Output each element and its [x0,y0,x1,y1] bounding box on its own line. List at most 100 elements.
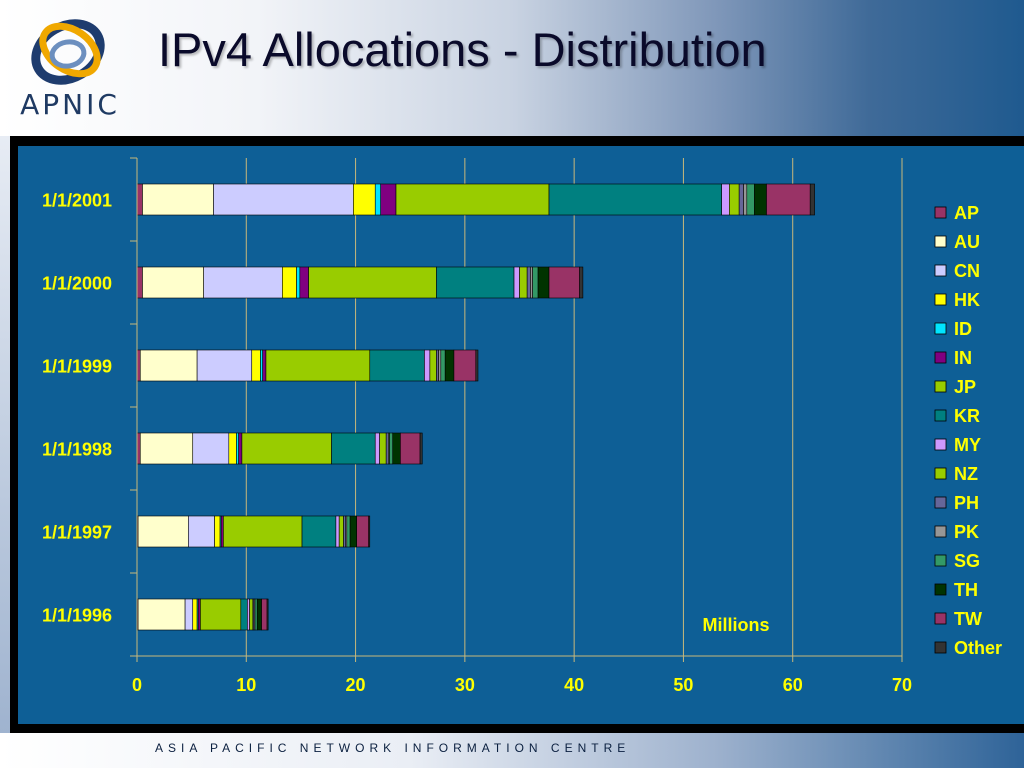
bar-segment-cn [203,266,283,299]
x-tick-label: 50 [673,675,693,695]
bar-segment-other [579,266,584,299]
bar-segment-nz [429,349,437,382]
bar-segment-id [236,432,239,465]
footer-bar: ASIA PACIFIC NETWORK INFORMATION CENTRE [0,733,1024,768]
bar-segment-tw [766,183,811,216]
legend-label-other: Other [954,638,1002,658]
bar-segment-hk [228,432,237,465]
bar-segment-kr [331,432,376,465]
bar-segment-id [260,349,263,382]
legend-label-sg: SG [954,551,980,571]
legend-swatch-kr [934,409,947,422]
y-tick-label: 1/1/1996 [42,606,112,626]
bar-segment-ph [738,183,744,216]
bar-segment-sg [389,432,394,465]
legend-swatch-ap [934,206,947,219]
grid-lines [245,158,903,656]
legend-swatch-au [934,235,947,248]
axes: 0 10 20 30 40 50 60 70 1/1/2001 1/1/2000 1/1/1999 1… [42,157,912,695]
bar-segment-kr [240,598,248,631]
bar-segment-au [139,349,198,382]
bar-segment-kr [436,266,515,299]
bar-segment-th [537,266,550,299]
bar-segment-au [137,598,186,631]
bar-segment-hk [192,598,198,631]
legend-swatch-ph [934,496,947,509]
bar-segment-kr [301,515,337,548]
bar-segment-hk [353,183,376,216]
x-tick-label: 0 [132,675,142,695]
bar-segment-other [475,349,479,382]
legend-label-in: IN [954,348,972,368]
bar-segment-other [809,183,815,216]
y-tick-label: 1/1/2000 [42,274,112,294]
legend-swatch-id [934,322,947,335]
legend-label-jp: JP [954,377,976,397]
bar-segment-th [256,598,262,631]
bar-segment-cn [184,598,194,631]
bar-segment-th [754,183,767,216]
legend-label-ph: PH [954,493,979,513]
legend-label-kr: KR [954,406,980,426]
bar-segment-au [142,266,204,299]
y-tick-label: 1/1/1998 [42,440,112,460]
bar-segment-hk [251,349,261,382]
left-border [0,136,10,733]
bar-segment-pk [438,349,442,382]
y-tick-label: 1/1/1997 [42,523,112,543]
legend-label-hk: HK [954,290,980,310]
bar-segment-ap [136,266,143,299]
bar-segment-sg [532,266,539,299]
bar-segment-in [299,266,309,299]
legend-label-th: TH [954,580,978,600]
bar-segment-jp [265,349,371,382]
legend-label-nz: NZ [954,464,978,484]
bar-segment-in [197,598,201,631]
bar-segment-tw [400,432,421,465]
apnic-swirl-icon [31,19,105,85]
bar-segment-tw [548,266,580,299]
bar-segment-hk [282,266,297,299]
bar-segment-jp [223,515,303,548]
bar-segment-jp [200,598,242,631]
bar-segment-id [374,183,382,216]
bar-segment-th [444,349,455,382]
bar-segment-au [139,432,194,465]
logo-text: APNIC [20,88,120,121]
legend-swatch-pk [934,525,947,538]
bar-segment-kr [369,349,425,382]
bar-segment-cn [196,349,253,382]
bar-segment-sg [746,183,755,216]
bar-segment-jp [308,266,437,299]
bar-segment-th [392,432,401,465]
x-tick-label: 30 [455,675,475,695]
bar-segment-my [335,515,340,548]
bar-segment-my [721,183,730,216]
bar-segment-in [220,515,224,548]
x-axis-label: Millions [703,615,770,635]
footer-text: ASIA PACIFIC NETWORK INFORMATION CENTRE [155,741,631,755]
bar-segment-cn [192,432,230,465]
bar-segment-tw [356,515,369,548]
bar-segment-th [349,515,357,548]
bar-segment-nz [729,183,740,216]
bar-segment-id [296,266,301,299]
bar-segment-tw [453,349,477,382]
x-tick-label: 10 [236,675,256,695]
legend-swatch-cn [934,264,947,277]
legend: AP AU CN HK ID IN JP KR MY NZ PH PK SG TH TW Other [934,203,1002,658]
x-tick-label: 40 [564,675,584,695]
y-tick-label: 1/1/2001 [42,191,112,211]
bar-segment-sg [440,349,446,382]
bar-segment-my [513,266,520,299]
legend-label-pk: PK [954,522,979,542]
bars [136,183,815,631]
bar-segment-kr [548,183,722,216]
x-tick-label: 20 [346,675,366,695]
bar-segment-au [142,183,214,216]
legend-swatch-in [934,351,947,364]
x-tick-label: 60 [783,675,803,695]
bar-segment-jp [395,183,550,216]
legend-label-id: ID [954,319,972,339]
